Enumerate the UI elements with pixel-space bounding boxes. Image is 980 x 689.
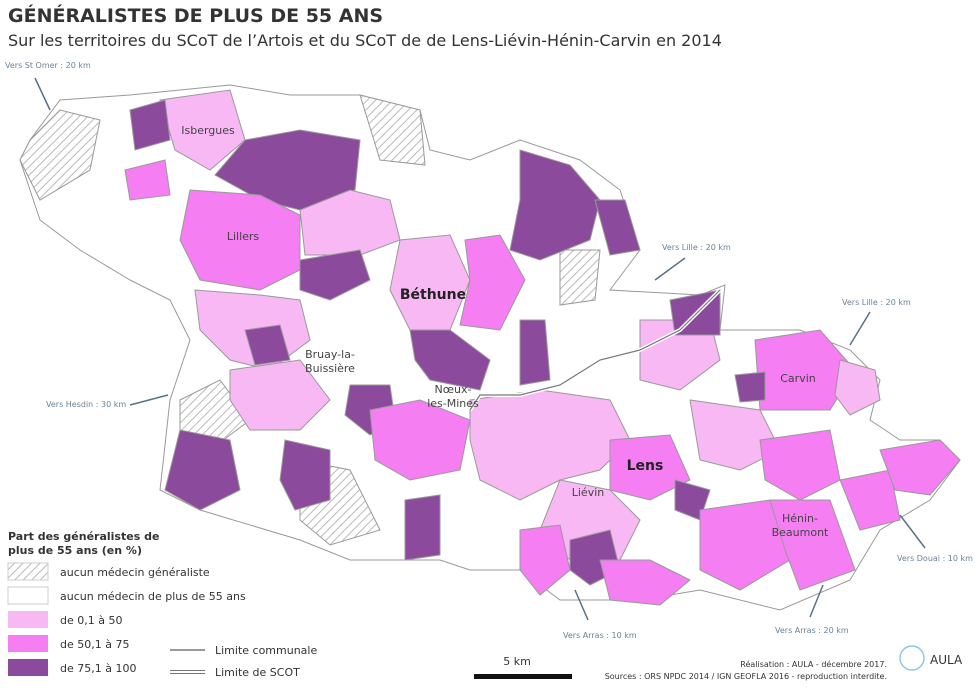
legend-title: Part des généralistes de [8,530,159,543]
legend-label: de 50,1 à 75 [60,638,129,651]
place-label: Carvin [780,372,816,385]
commune [609,434,691,501]
commune [459,234,526,331]
commune [839,469,901,531]
commune [404,494,441,561]
legend-label: Limite communale [215,644,317,657]
commune [359,94,426,166]
commune [689,399,781,471]
commune [759,429,841,501]
commune [509,149,601,261]
commune [699,499,791,591]
commune [599,559,691,606]
legend-swatch [7,586,49,605]
scale-label: 5 km [503,655,531,668]
direction-arrow [34,77,51,111]
commune [124,159,171,201]
commune [279,439,331,511]
credits: Réalisation : AULA - décembre 2017. [740,659,887,669]
direction-label: Vers Arras : 20 km [775,626,849,635]
commune [369,399,471,481]
commune [164,429,241,511]
place-label: les-Mines [427,397,479,410]
legend-label: de 0,1 à 50 [60,614,122,627]
commune [244,324,291,366]
scale-bar [474,674,572,679]
place-label: Nœux- [435,383,472,396]
direction-label: Vers Arras : 10 km [563,631,637,640]
place-label: Buissière [305,362,355,375]
legend-swatch [7,562,49,581]
commune [409,329,491,391]
legend-label: aucun médecin généraliste [60,566,210,579]
place-label: Lillers [227,230,260,243]
commune [559,249,601,306]
commune [19,109,101,201]
direction-label: Vers Lille : 20 km [842,298,911,307]
commune [769,499,856,591]
legend-label: de 75,1 à 100 [60,662,136,675]
direction-arrow [654,257,686,281]
place-label: Liévin [572,486,605,499]
commune [469,389,631,501]
commune [129,99,171,151]
commune [834,359,881,416]
place-label: Hénin- [782,512,818,525]
direction-arrow [809,584,824,618]
place-label: Isbergues [181,124,235,137]
commune [299,249,371,301]
direction-label: Vers Lille : 20 km [662,243,731,252]
credits: Sources : ORS NPDC 2014 / IGN GEOFLA 201… [605,672,887,681]
places: Isbergues Lillers Béthune Bruay-la- Buis… [181,124,829,539]
direction-label: Vers Douai : 10 km [897,554,973,563]
commune [159,89,246,171]
direction-label: Vers St Omer : 20 km [5,61,91,70]
commune [519,319,551,386]
title: GÉNÉRALISTES DE PLUS DE 55 ANS [8,4,383,27]
place-label: Lens [627,458,664,474]
legend: Part des généralistes de plus de 55 ans … [7,530,317,679]
legend-label: Limite de SCOT [215,666,300,679]
commune [179,189,301,291]
place-label: Béthune [400,287,466,303]
commune [594,199,641,256]
legend-title: plus de 55 ans (en %) [8,544,142,557]
legend-swatch [8,659,48,676]
directions: Vers St Omer : 20 km Vers Lille : 20 km … [5,61,973,640]
direction-label: Vers Hesdin : 30 km [46,400,126,409]
direction-arrow [849,311,871,346]
logo-mark [899,645,925,671]
place-label: Bruay-la- [305,348,355,361]
commune [519,524,571,596]
direction-arrow [129,394,169,406]
legend-label: aucun médecin de plus de 55 ans [60,590,246,603]
legend-swatch [8,611,48,628]
commune [229,359,331,431]
commune [879,439,961,496]
commune [734,371,766,403]
logo: AULA [930,653,963,667]
place-label: Beaumont [772,526,829,539]
legend-swatch [8,635,48,652]
direction-arrow [899,514,926,549]
direction-arrow [574,589,589,621]
territory [19,84,961,611]
subtitle: Sur les territoires du SCoT de l’Artois … [8,31,722,50]
scot-limit [469,289,721,411]
